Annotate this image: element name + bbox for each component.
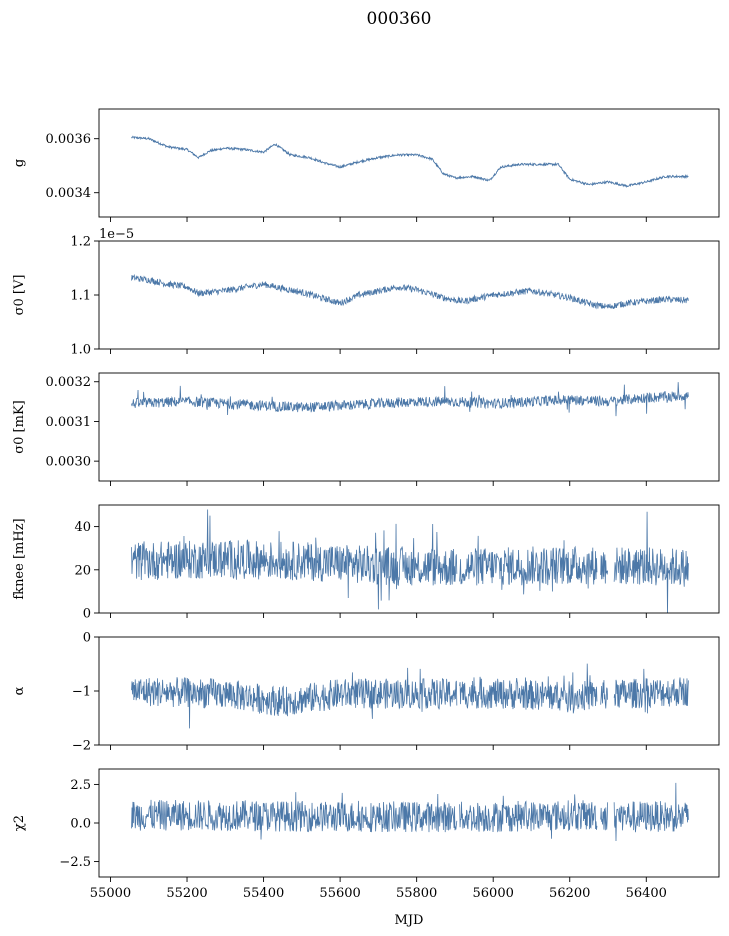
y-offset-label-sigma0_v: 1e−5 [99, 227, 134, 242]
x-tick-label: 55200 [166, 886, 207, 901]
series-line-fknee [131, 509, 689, 613]
x-tick-label: 55000 [90, 886, 131, 901]
y-tick-label-g: 0.0034 [46, 186, 92, 201]
y-tick-label-sigma0_mk: 0.0032 [46, 375, 92, 390]
chart-title: 000360 [367, 9, 432, 29]
x-tick-label: 56400 [626, 886, 667, 901]
panel-chi2: −2.5 0.0 2.5 χ2 55000 55200 55400 55600 55800 560… [12, 768, 720, 901]
y-tick-label-sigma0_v: 1.2 [70, 235, 91, 250]
y-axis-label-g: g [12, 159, 27, 167]
panel-fknee: 0 20 40 fknee [mHz] [12, 504, 720, 622]
y-tick-label-sigma0_mk: 0.0030 [46, 455, 92, 470]
y-tick-label-sigma0_v: 1.0 [70, 343, 91, 358]
panel-frame-g [98, 108, 720, 218]
panel-frame-sigma0_mk [98, 372, 720, 482]
y-tick-label-sigma0_mk: 0.0031 [46, 415, 92, 430]
y-tick-label-alpha: −2 [72, 739, 91, 754]
y-tick-label-chi2: 2.5 [70, 778, 91, 793]
y-tick-label-fknee: 40 [74, 520, 91, 535]
x-axis-label: MJD [395, 913, 424, 928]
panel-alpha: −2 −1 0 α [12, 631, 720, 754]
y-axis-label-sigma0_mk: σ0 [mK] [12, 400, 27, 453]
x-tick-label: 56200 [549, 886, 590, 901]
series-line-alpha [131, 663, 689, 729]
y-tick-label-chi2: 0.0 [70, 817, 91, 832]
x-tick-label: 55400 [243, 886, 284, 901]
x-tick-label: 55800 [396, 886, 437, 901]
y-tick-label-fknee: 0 [83, 607, 91, 622]
series-line-g [131, 135, 689, 188]
x-tick-label: 56000 [473, 886, 514, 901]
y-tick-label-alpha: 0 [83, 631, 91, 646]
y-tick-label-fknee: 20 [74, 563, 91, 578]
y-axis-label-fknee: fknee [mHz] [12, 518, 27, 599]
y-axis-label-alpha: α [12, 686, 27, 695]
series-line-chi2 [131, 782, 689, 841]
y-tick-label-alpha: −1 [72, 685, 91, 700]
panel-frame-fknee [98, 504, 720, 614]
y-axis-label-chi2: χ2 [12, 815, 27, 831]
y-tick-label-chi2: −2.5 [59, 855, 91, 870]
y-tick-label-g: 0.0036 [46, 132, 92, 147]
y-axis-label-sigma0_v: σ0 [V] [12, 275, 27, 316]
series-line-sigma0_mk [131, 382, 689, 417]
series-line-sigma0_v [131, 273, 689, 310]
panel-frame-sigma0_v [98, 240, 720, 350]
panel-sigma0_mk: 0.0030 0.0031 0.0032 σ0 [mK] [12, 372, 720, 486]
panel-sigma0_v: 1.0 1.1 1.2 1e−5 σ0 [V] [12, 227, 720, 358]
x-tick-label: 55600 [319, 886, 360, 901]
panel-g: 0.0034 0.0036 g [12, 108, 720, 222]
y-tick-label-sigma0_v: 1.1 [70, 289, 91, 304]
